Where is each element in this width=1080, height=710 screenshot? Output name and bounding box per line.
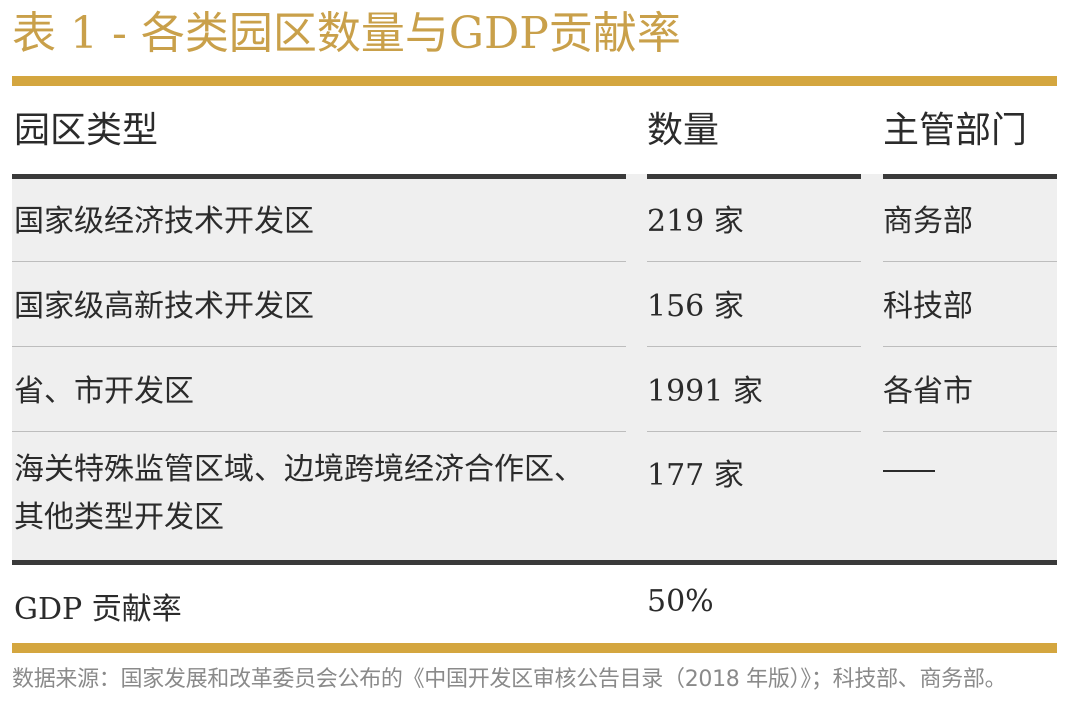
summary-rule bbox=[12, 560, 1057, 565]
header-park-type: 园区类型 bbox=[14, 110, 159, 151]
row3-count: 1991 家 bbox=[647, 374, 763, 409]
summary-label: GDP 贡献率 bbox=[14, 592, 182, 627]
row1-department: 商务部 bbox=[883, 204, 973, 239]
header-count: 数量 bbox=[647, 110, 720, 151]
row-divider bbox=[12, 431, 626, 432]
row4-type-line2: 其他类型开发区 bbox=[14, 500, 224, 535]
row-divider bbox=[647, 431, 861, 432]
row4-type: 海关特殊监管区域、边境跨境经济合作区、 其他类型开发区 bbox=[14, 446, 624, 542]
header-rule-col1-top bbox=[12, 174, 626, 179]
row3-type: 省、市开发区 bbox=[14, 374, 194, 409]
row-divider bbox=[12, 346, 626, 347]
row-divider bbox=[647, 346, 861, 347]
row1-type: 国家级经济技术开发区 bbox=[14, 204, 314, 239]
header-department: 主管部门 bbox=[883, 110, 1028, 151]
table-title: 表 1 - 各类园区数量与GDP贡献率 bbox=[12, 8, 681, 59]
table-header-row: 园区类型 数量 主管部门 bbox=[0, 96, 1080, 166]
row3-department: 各省市 bbox=[883, 374, 973, 409]
bottom-accent-bar bbox=[12, 643, 1057, 653]
row-divider bbox=[12, 261, 626, 262]
header-rule-col2-top bbox=[647, 174, 861, 179]
table-body bbox=[12, 174, 1057, 562]
row2-count: 156 家 bbox=[647, 289, 744, 324]
top-accent-bar bbox=[12, 76, 1057, 86]
row-divider bbox=[883, 261, 1057, 262]
row-divider bbox=[883, 346, 1057, 347]
row-divider bbox=[647, 261, 861, 262]
row-divider bbox=[883, 431, 1057, 432]
row4-count: 177 家 bbox=[647, 458, 744, 493]
row4-type-line1: 海关特殊监管区域、边境跨境经济合作区、 bbox=[14, 452, 584, 487]
header-rule-col3-top bbox=[883, 174, 1057, 179]
summary-value: 50% bbox=[647, 584, 714, 619]
row1-count: 219 家 bbox=[647, 204, 744, 239]
row2-department: 科技部 bbox=[883, 289, 973, 324]
row4-department-dash bbox=[883, 470, 935, 472]
source-footnote: 数据来源：国家发展和改革委员会公布的《中国开发区审核公告目录（2018 年版）》… bbox=[12, 667, 1007, 692]
row2-type: 国家级高新技术开发区 bbox=[14, 289, 314, 324]
